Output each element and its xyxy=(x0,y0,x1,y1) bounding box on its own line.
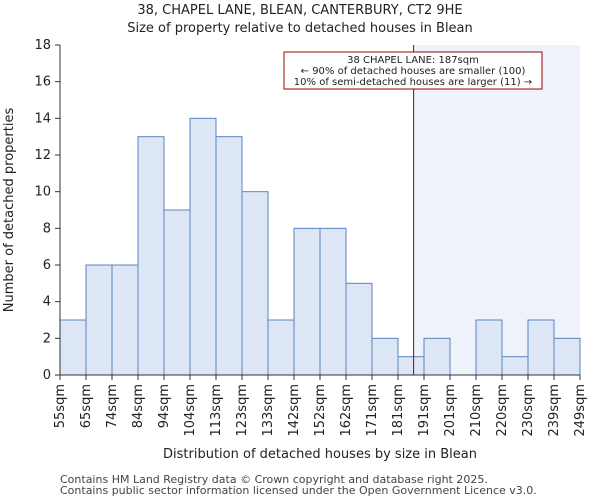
bar-191sqm xyxy=(423,337,451,376)
annotation-line-3: 10% of semi-detached houses are larger (… xyxy=(294,77,532,88)
bar-239sqm xyxy=(553,337,581,376)
x-tick-label: 230sqm xyxy=(521,384,536,437)
annotation-box xyxy=(283,51,543,90)
x-tick-label: 171sqm xyxy=(365,384,380,437)
bar-162sqm xyxy=(345,282,373,376)
bar-123sqm xyxy=(241,191,269,376)
bar-104sqm xyxy=(189,117,217,376)
bar-220sqm xyxy=(501,356,529,376)
bar-94sqm xyxy=(163,209,191,376)
annotation-line-2: ← 90% of detached houses are smaller (10… xyxy=(301,66,526,77)
y-tick-label: 4 xyxy=(43,295,51,310)
x-ticks-group: 55sqm 65sqm 74sqm 84sqm 94sqm 104sqm 113sqm 123… xyxy=(53,375,588,437)
y-tick-label: 8 xyxy=(43,221,51,236)
y-tick-label: 0 xyxy=(43,368,51,383)
bar-181sqm xyxy=(397,356,425,376)
x-tick-label: 220sqm xyxy=(495,384,510,437)
x-tick-label: 162sqm xyxy=(339,384,354,437)
footer-line-2: Contains public sector information licen… xyxy=(60,484,537,497)
annotation-line-1: 38 CHAPEL LANE: 187sqm xyxy=(347,55,479,66)
x-tick-label: 113sqm xyxy=(209,384,224,437)
x-tick-label: 94sqm xyxy=(157,384,172,428)
x-axis-label: Distribution of detached houses by size … xyxy=(163,447,477,462)
x-tick-label: 133sqm xyxy=(261,384,276,437)
y-ticks-group: 0 2 4 6 8 10 12 14 16 18 xyxy=(34,38,60,383)
x-tick-label: 55sqm xyxy=(53,384,68,428)
bar-74sqm xyxy=(111,264,139,376)
y-tick-label: 18 xyxy=(34,38,51,53)
bar-84sqm xyxy=(137,136,165,376)
bar-113sqm xyxy=(215,136,243,376)
bar-210sqm xyxy=(475,319,503,376)
bar-230sqm xyxy=(527,319,555,376)
y-axis-label: Number of detached properties xyxy=(2,108,17,313)
chart-subtitle: Size of property relative to detached ho… xyxy=(127,21,473,36)
x-tick-label: 142sqm xyxy=(287,384,302,437)
footer-line-1: Contains HM Land Registry data © Crown c… xyxy=(60,473,488,486)
x-tick-label: 191sqm xyxy=(417,384,432,437)
y-tick-label: 14 xyxy=(34,111,51,126)
y-tick-label: 6 xyxy=(43,258,51,273)
x-tick-label: 104sqm xyxy=(183,384,198,437)
bar-152sqm xyxy=(319,227,347,376)
y-tick-label: 12 xyxy=(34,148,51,163)
x-tick-label: 65sqm xyxy=(79,384,94,428)
bar-133sqm xyxy=(267,319,295,376)
x-tick-label: 74sqm xyxy=(105,384,120,428)
x-tick-label: 249sqm xyxy=(573,384,588,437)
x-tick-label: 152sqm xyxy=(313,384,328,437)
y-tick-label: 10 xyxy=(34,185,51,200)
x-tick-label: 84sqm xyxy=(131,384,146,428)
x-tick-label: 123sqm xyxy=(235,384,250,437)
bars-group xyxy=(59,117,581,376)
x-tick-label: 210sqm xyxy=(469,384,484,437)
y-tick-label: 2 xyxy=(43,331,51,346)
x-tick-label: 181sqm xyxy=(391,384,406,437)
bar-55sqm xyxy=(59,319,87,376)
bar-142sqm xyxy=(293,227,321,376)
bar-65sqm xyxy=(85,264,113,376)
y-tick-label: 16 xyxy=(34,75,51,90)
bar-171sqm xyxy=(371,337,399,376)
x-tick-label: 201sqm xyxy=(443,384,458,437)
chart-title: 38, CHAPEL LANE, BLEAN, CANTERBURY, CT2 … xyxy=(137,3,462,18)
x-tick-label: 239sqm xyxy=(547,384,562,437)
